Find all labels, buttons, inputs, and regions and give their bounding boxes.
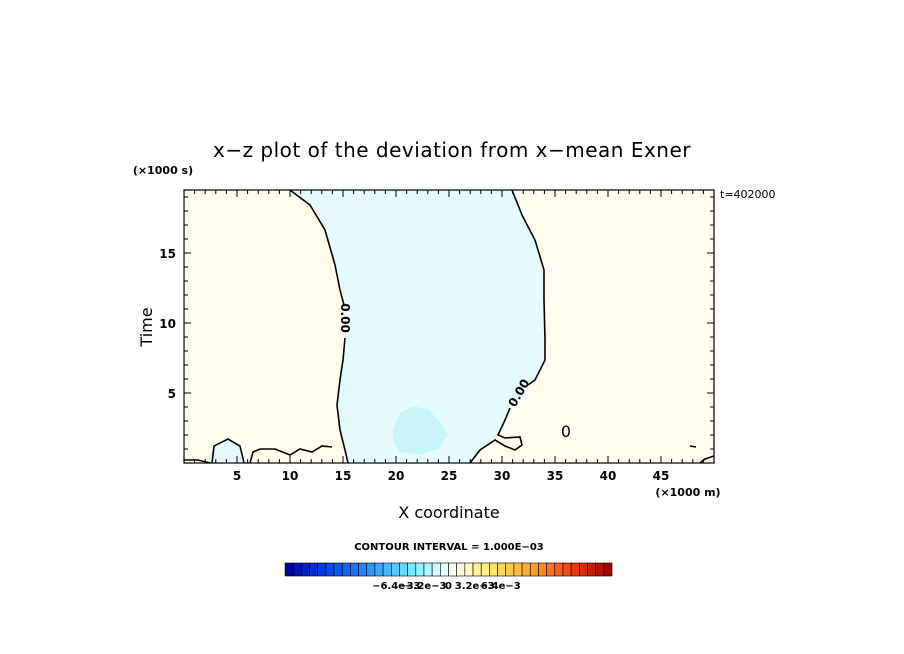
colorbar-labels: −6.4e−3−3.2e−30 3.2e−36.4e−3 (372, 581, 521, 592)
colorbar-tick-label: 6.4e−3 (481, 581, 521, 592)
colorbar-cell (480, 562, 490, 577)
zero-contour-right (469, 189, 546, 464)
colorbar-cell (366, 562, 376, 577)
x-unit-label: (×1000 m) (655, 486, 720, 499)
colorbar-cell (399, 562, 408, 577)
axis-tick-labels: 5 10 15 20 25 30 35 40 45 5 10 15 (159, 247, 669, 483)
colorbar-cell (603, 562, 613, 577)
colorbar-cell (358, 562, 368, 577)
x-tick-label: 35 (547, 469, 564, 483)
colorbar-cell (382, 562, 392, 577)
colorbar-cell (538, 562, 547, 577)
contour-label-zero: 0 (561, 422, 571, 441)
colorbar-cell (595, 562, 605, 577)
colorbar-cell (341, 562, 351, 577)
colorbar-cell (448, 562, 457, 577)
x-tick-label: 25 (441, 469, 458, 483)
colorbar-cell (489, 562, 498, 577)
colorbar-cell (309, 562, 318, 577)
y-tick-label: 15 (159, 247, 176, 261)
colorbar-cell (505, 562, 515, 577)
colorbar-cell (513, 562, 523, 577)
colorbar-cell (317, 562, 327, 577)
y-tick-label: 10 (159, 317, 176, 331)
x-tick-label: 10 (282, 469, 299, 483)
zero-contour-bottom-left (184, 438, 333, 464)
colorbar-tick-label: 0 (445, 581, 452, 592)
zero-contours (184, 189, 715, 464)
colorbar-tick-label: −6.4e−3 (372, 581, 420, 592)
x-tick-label: 40 (600, 469, 617, 483)
zero-contour-left (289, 189, 349, 464)
x-tick-label: 20 (388, 469, 405, 483)
colorbar-cell (546, 562, 556, 577)
colorbar-cell (529, 562, 539, 577)
colorbar-cell (578, 562, 588, 577)
contour-interval-text: CONTOUR INTERVAL = 1.000E−03 (354, 542, 544, 553)
colorbar-cell (423, 562, 433, 577)
time-label: t=402000 (720, 188, 776, 201)
colorbar-cell (554, 562, 564, 577)
y-tick-label: 5 (168, 387, 176, 401)
chart-title: x−z plot of the deviation from x−mean Ex… (212, 138, 691, 162)
colorbar-cell (562, 562, 572, 577)
colorbar-cell (472, 562, 482, 577)
colorbar-cell (415, 562, 425, 577)
small-negative-patch-left (205, 439, 244, 463)
colorbar-cell (570, 562, 580, 577)
colorbar-cell (407, 562, 417, 577)
x-tick-label: 5 (233, 469, 241, 483)
x-axis-title: X coordinate (398, 503, 499, 522)
colorbar-cell (456, 562, 466, 577)
colorbar-cell (464, 562, 474, 577)
colorbar-cell (284, 562, 294, 577)
colorbar-cell (325, 562, 335, 577)
colorbar-cell (521, 562, 531, 577)
colorbar-tick-label: 3.2e−3 (455, 581, 495, 592)
colorbar (284, 562, 613, 577)
y-axis-title: Time (137, 307, 156, 347)
colorbar-cell (301, 562, 310, 577)
contour-label-left: 0.00 (338, 303, 352, 333)
colorbar-cell (587, 562, 596, 577)
y-unit-label: (×1000 s) (133, 164, 193, 177)
axis-ticks (184, 190, 714, 463)
colorbar-cell (350, 562, 359, 577)
negative-anomaly-region (290, 190, 545, 463)
colorbar-cell (390, 562, 400, 577)
weak-negative-patch (393, 406, 448, 455)
colorbar-cell (440, 562, 449, 577)
x-tick-label: 30 (494, 469, 511, 483)
colorbar-cell (431, 562, 441, 577)
x-tick-label: 45 (653, 469, 670, 483)
colorbar-cell (292, 562, 302, 577)
colorbar-cell (374, 562, 384, 577)
colorbar-cell (333, 562, 343, 577)
x-tick-label: 15 (335, 469, 352, 483)
colorbar-cell (497, 562, 507, 577)
zero-contour-bottom-right (689, 445, 715, 464)
colorbar-tick-label: −3.2e−3 (398, 581, 446, 592)
contour-fill (184, 190, 714, 463)
